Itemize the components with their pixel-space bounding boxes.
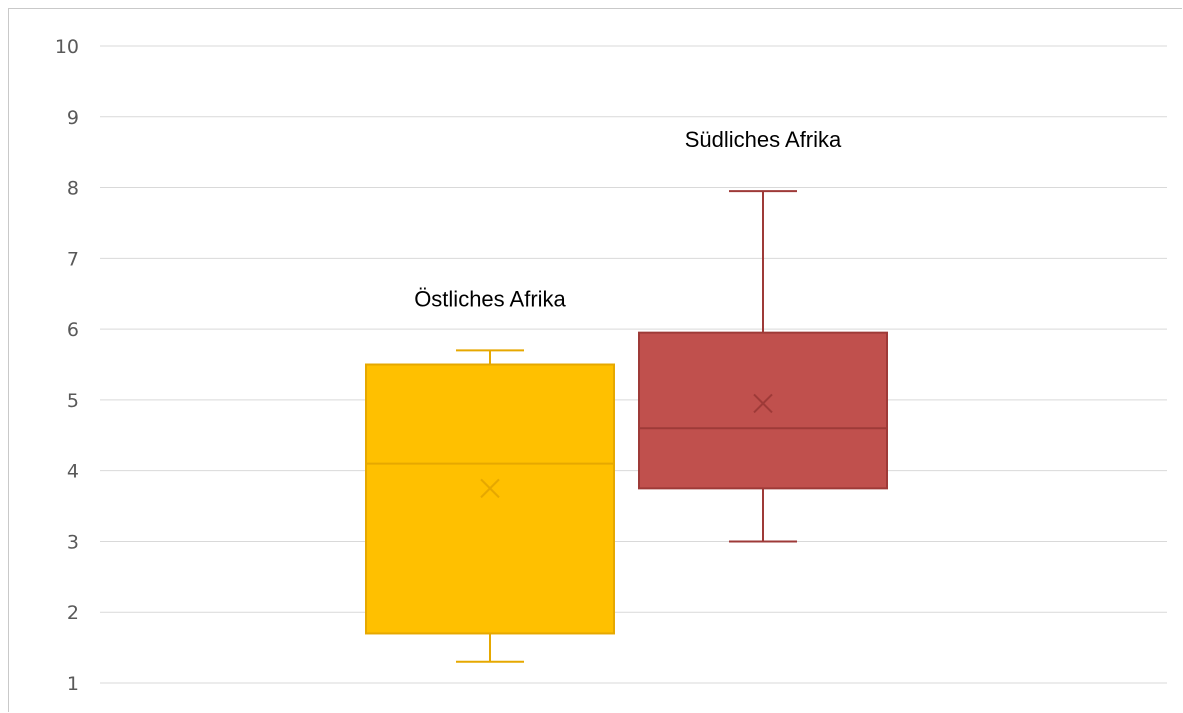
mean-marker-stroke-2 — [753, 393, 773, 414]
series-label-1: Östliches Afrika — [414, 286, 566, 311]
y-tick-label-1: 1 — [67, 673, 79, 695]
interquartile-box — [365, 363, 615, 635]
chart-area: 1 2 3 4 5 6 7 8 9 10 Östliches Afrika Südliches Af… — [8, 8, 1182, 712]
box-series-group — [365, 190, 888, 663]
mean-marker-stroke-2 — [480, 478, 500, 499]
series-label-2: Südliches Afrika — [685, 127, 842, 152]
series-labels: Östliches Afrika Südliches Afrika — [414, 127, 842, 311]
y-tick-label-4: 4 — [67, 461, 79, 483]
y-tick-label-6: 6 — [67, 319, 79, 341]
y-tick-label-2: 2 — [67, 602, 79, 624]
interquartile-box — [638, 331, 888, 490]
y-tick-label-5: 5 — [67, 390, 79, 412]
box-series-2 — [638, 190, 888, 543]
y-axis-tick-labels: 1 2 3 4 5 6 7 8 9 10 — [55, 36, 79, 695]
y-tick-label-7: 7 — [67, 248, 79, 270]
y-tick-label-3: 3 — [67, 531, 79, 553]
box-series-1 — [365, 349, 615, 663]
gridlines — [100, 45, 1167, 684]
y-tick-label-8: 8 — [67, 178, 79, 200]
y-tick-label-9: 9 — [67, 107, 79, 129]
y-tick-label-10: 10 — [55, 36, 79, 58]
box-plot-chart: 1 2 3 4 5 6 7 8 9 10 Östliches Afrika Südliches Af… — [55, 36, 1167, 695]
